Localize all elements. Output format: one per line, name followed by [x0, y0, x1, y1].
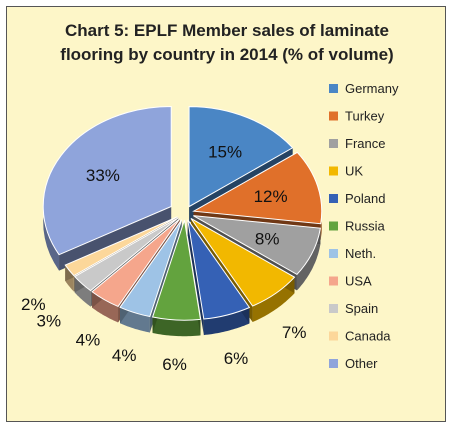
chart-title-line-2: flooring by country in 2014 (% of volume…: [60, 45, 394, 64]
legend-label-russia: Russia: [345, 219, 386, 234]
legend-swatch-germany: [329, 84, 338, 93]
pie-slice-side-poland: [203, 307, 250, 336]
pie-slice-top-turkey: [192, 151, 323, 225]
slice-label-neth: 4%: [112, 346, 137, 365]
pie-slice-other: [42, 105, 172, 271]
legend-label-france: France: [345, 136, 385, 151]
legend-swatch-other: [329, 359, 338, 368]
slice-label-spain: 3%: [37, 311, 62, 330]
legend-label-spain: Spain: [345, 301, 378, 316]
slice-label-turkey: 12%: [254, 187, 288, 206]
pie-slice-top-spain: [73, 217, 179, 292]
chart-title-line-1: Chart 5: EPLF Member sales of laminate: [64, 21, 390, 40]
legend-swatch-russia: [329, 221, 338, 231]
slice-label-russia: 6%: [162, 355, 187, 374]
slice-label-other: 33%: [86, 166, 120, 185]
legend-swatch-france: [329, 139, 338, 148]
pie-chart: 15% 12% 8% 7% 6% 6% 4% 4% 3%2% 33% Germany Turkey Fr…: [21, 81, 399, 374]
legend-swatch-usa: [329, 276, 338, 286]
legend-swatch-turkey: [329, 111, 338, 121]
pie-slice-top-usa: [91, 218, 181, 308]
slice-label-canada: 2%: [21, 295, 46, 314]
pie-slice-russia: [151, 220, 202, 337]
legend-label-uk: UK: [345, 164, 363, 179]
legend-label-turkey: Turkey: [345, 109, 385, 124]
pie-slice-top-poland: [187, 219, 251, 320]
legend-label-poland: Poland: [345, 191, 385, 206]
pie-slice-wall-poland-1: [187, 219, 204, 336]
pie-slice-top-russia: [151, 220, 202, 321]
pie-slice-side-uk: [252, 277, 295, 322]
legend-swatch-canada: [329, 331, 338, 341]
chart-frame: Chart 5: EPLF Member sales of laminate f…: [6, 6, 446, 422]
pie-slice-top-uk: [190, 217, 296, 307]
slice-label-uk: 7%: [282, 323, 307, 342]
legend-swatch-neth: [329, 249, 338, 258]
legend-label-germany: Germany: [345, 81, 399, 96]
legend-label-usa: USA: [345, 274, 372, 289]
pie-slice-top-france: [193, 215, 321, 276]
pie-slice-side-russia: [152, 317, 201, 337]
pie-slice-side-neth: [120, 307, 150, 333]
legend-label-canada: Canada: [345, 329, 391, 344]
pie-slice-top-germany: [188, 106, 294, 208]
legend-swatch-spain: [329, 304, 338, 313]
pie-slice-top-other: [42, 105, 172, 256]
slice-label-france: 8%: [255, 230, 280, 249]
legend-label-other: Other: [345, 356, 378, 371]
slice-label-usa: 4%: [76, 331, 101, 350]
pie-slice-top-canada: [64, 216, 178, 277]
pie-slice-wall-other-0: [59, 206, 172, 271]
pie-slice-top-neth: [119, 219, 183, 318]
legend-swatch-uk: [329, 166, 338, 176]
slice-label-poland: 6%: [224, 349, 249, 368]
pie-slice-poland: [187, 219, 251, 336]
chart-title: Chart 5: EPLF Member sales of laminate f…: [7, 19, 447, 67]
slice-label-germany: 15%: [208, 142, 242, 161]
legend-swatch-poland: [329, 194, 338, 203]
legend-label-neth: Neth.: [345, 246, 376, 261]
